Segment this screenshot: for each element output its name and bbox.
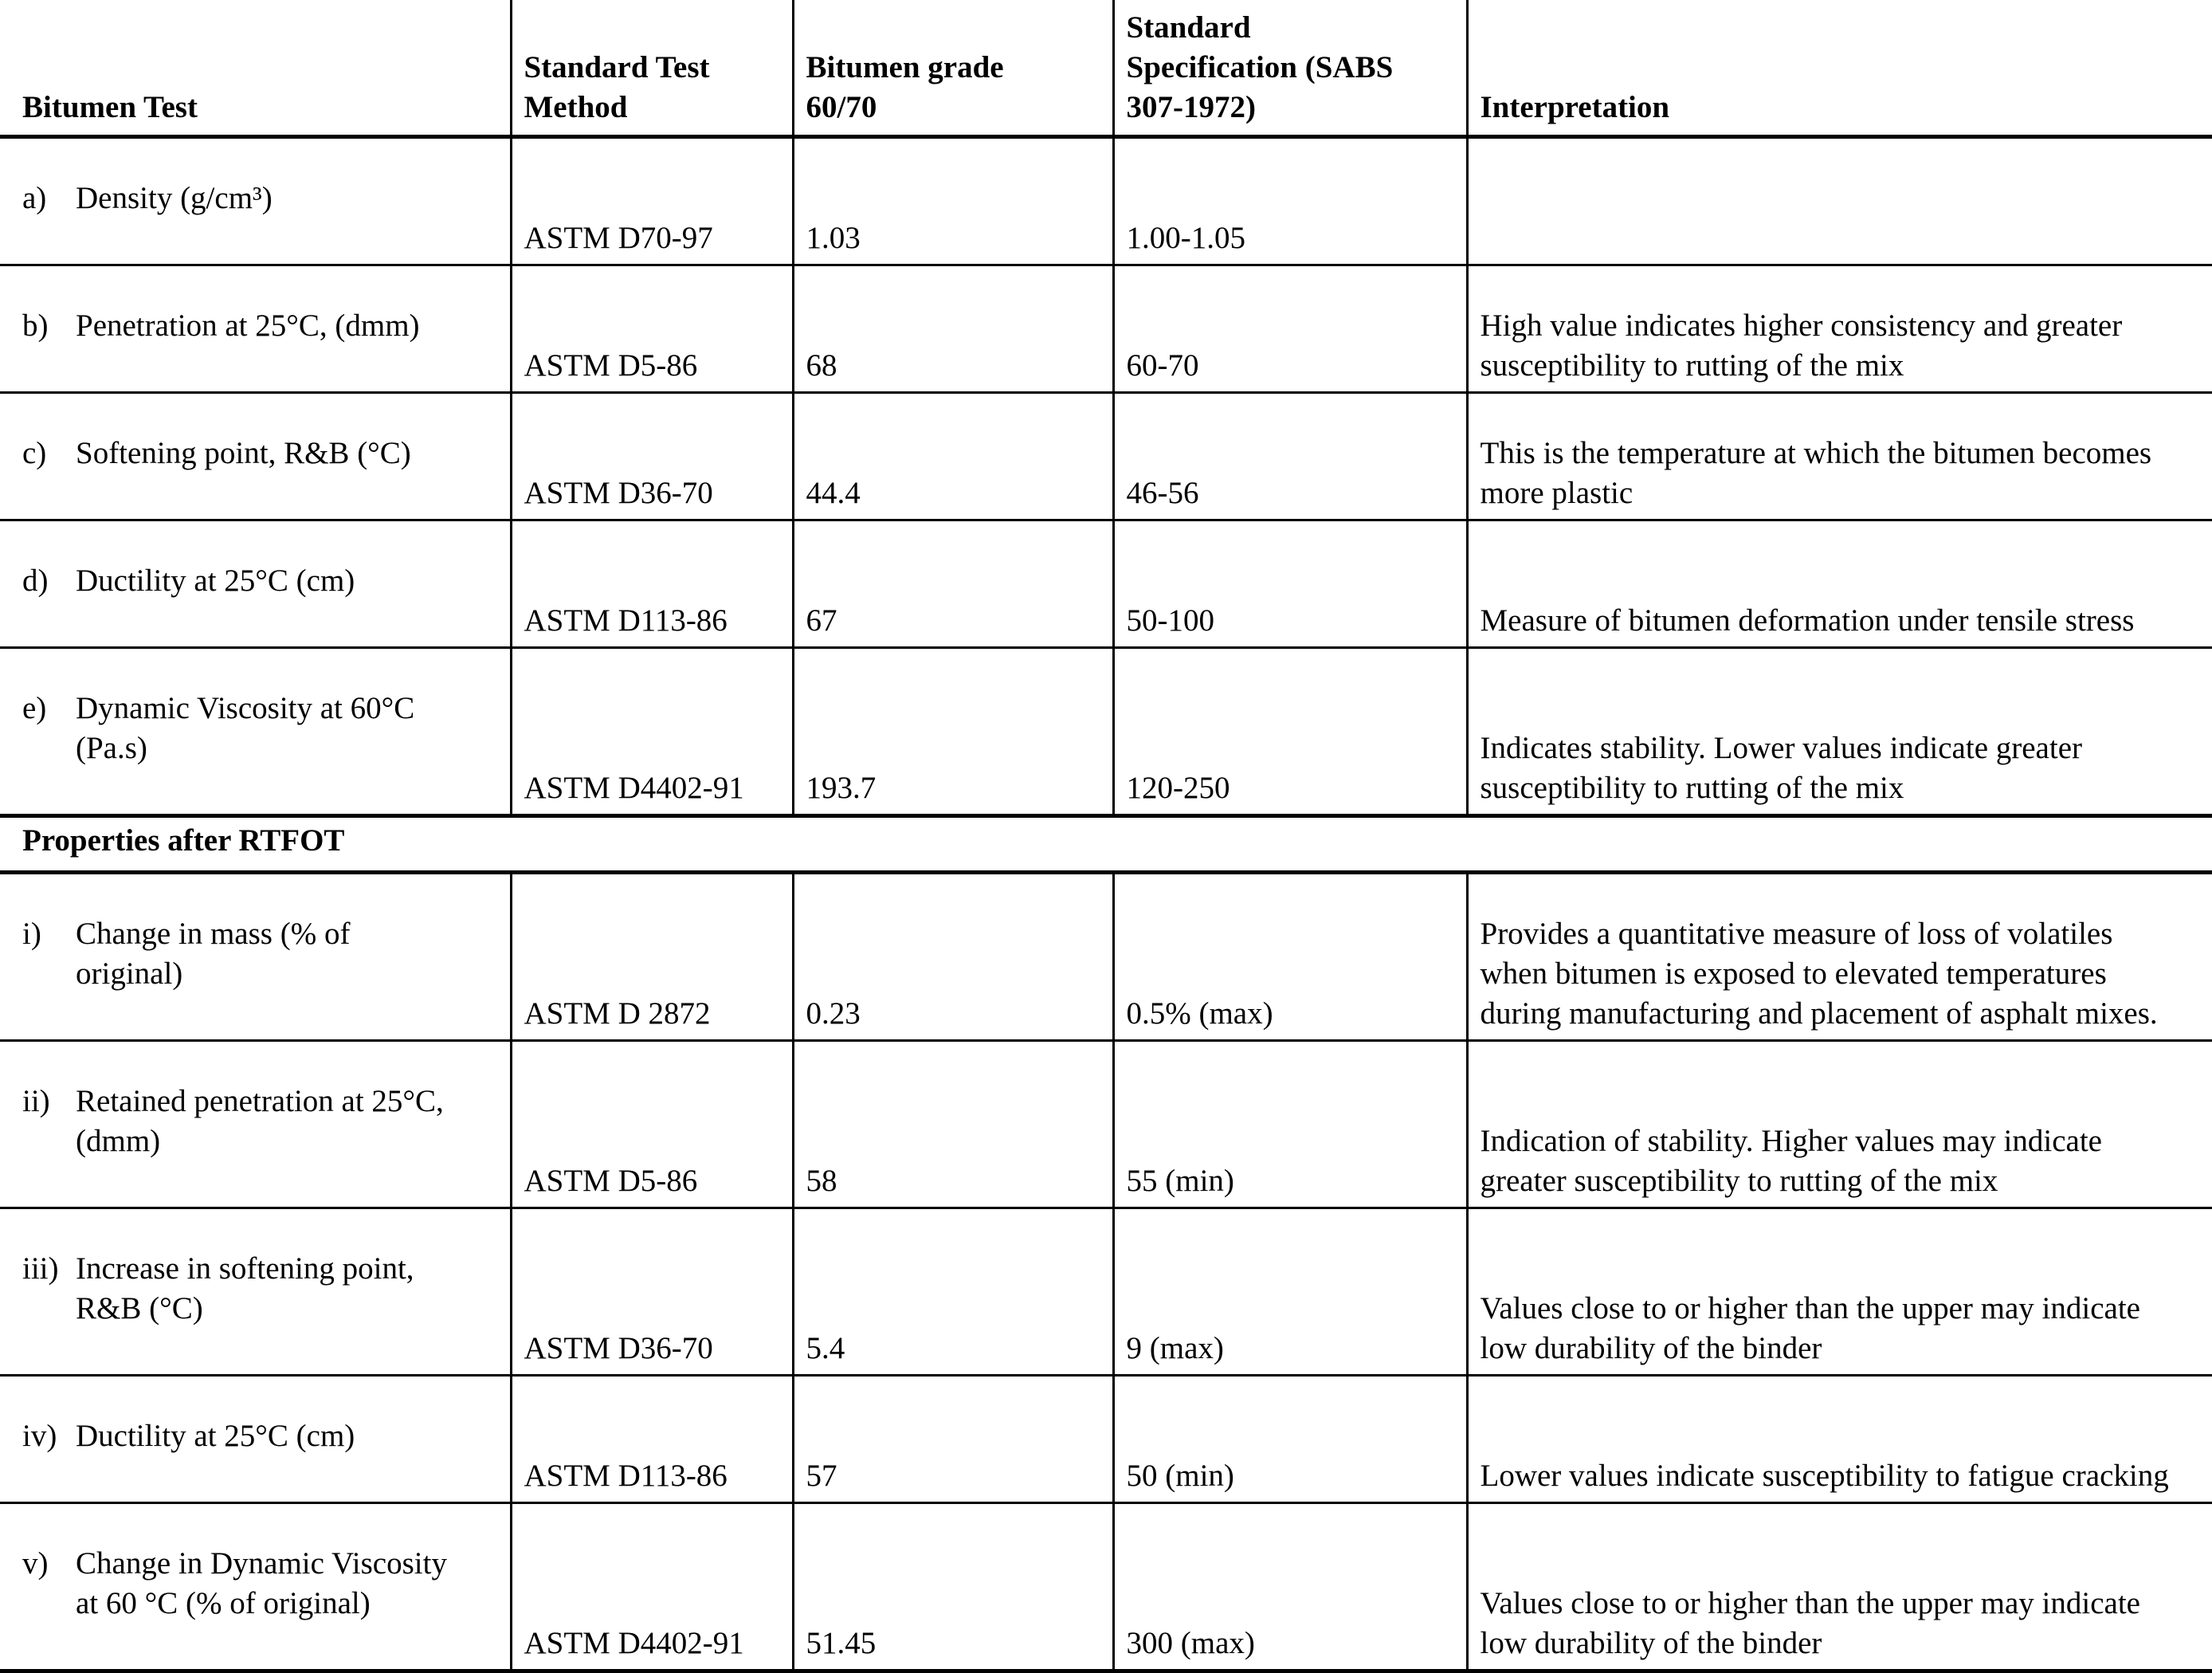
cell-interpretation: High value indicates higher consistency … (1465, 263, 2212, 394)
cell-grade: 5.4 (791, 1206, 1115, 1376)
row-marker: i) (22, 916, 41, 951)
cell-test: iii) Increase in softening point, R&B (°C… (0, 1206, 512, 1376)
cell-test: iv) Ductility at 25°C (cm) (0, 1373, 512, 1504)
cell-interpretation: This is the temperature at which the bit… (1465, 391, 2212, 521)
test-label: Softening point, R&B (°C) (76, 435, 411, 470)
cell-spec: 60-70 (1112, 263, 1469, 394)
row-marker: iv) (22, 1418, 57, 1453)
cell-test: c) Softening point, R&B (°C) (0, 391, 512, 521)
table-row-density: a) Density (g/cm³) ASTM D70-97 1.03 1.00-… (0, 135, 2212, 266)
cell-interpretation: Measure of bitumen deformation under ten… (1465, 518, 2212, 649)
cell-interpretation (1465, 135, 2212, 266)
test-label: Increase in softening point, R&B (°C) (76, 1251, 414, 1325)
test-label: Penetration at 25°C, (dmm) (76, 308, 420, 343)
table-row-retained-penetration: ii) Retained penetration at 25°C, (dmm) A… (0, 1039, 2212, 1209)
col-header-bitumen-test: Bitumen Test (0, 0, 512, 139)
cell-method: ASTM D4402-91 (509, 646, 794, 818)
cell-grade: 58 (791, 1039, 1115, 1209)
cell-test: i) Change in mass (% of original) (0, 870, 512, 1042)
cell-grade: 0.23 (791, 870, 1115, 1042)
row-marker: c) (22, 435, 47, 470)
table-row-penetration: b) Penetration at 25°C, (dmm) ASTM D5-86 … (0, 263, 2212, 394)
cell-test: ii) Retained penetration at 25°C, (dmm) (0, 1039, 512, 1209)
row-marker: iii) (22, 1251, 59, 1286)
table-row-change-dynamic-viscosity: v) Change in Dynamic Viscosity at 60 °C (… (0, 1501, 2212, 1673)
test-label: Ductility at 25°C (cm) (76, 1418, 355, 1453)
cell-spec: 46-56 (1112, 391, 1469, 521)
cell-interpretation: Provides a quantitative measure of loss … (1465, 870, 2212, 1042)
table-row-dynamic-viscosity: e) Dynamic Viscosity at 60°C (Pa.s) ASTM … (0, 646, 2212, 818)
table-row-ductility: d) Ductility at 25°C (cm) ASTM D113-86 67… (0, 518, 2212, 649)
section-header-row: Properties after RTFOT (0, 814, 2212, 874)
cell-test: d) Ductility at 25°C (cm) (0, 518, 512, 649)
table-row-softening-point: c) Softening point, R&B (°C) ASTM D36-70 … (0, 391, 2212, 521)
cell-grade: 193.7 (791, 646, 1115, 818)
cell-method: ASTM D 2872 (509, 870, 794, 1042)
test-label: Ductility at 25°C (cm) (76, 563, 355, 598)
test-label: Dynamic Viscosity at 60°C (Pa.s) (76, 690, 415, 765)
cell-method: ASTM D4402-91 (509, 1501, 794, 1673)
cell-spec: 1.00-1.05 (1112, 135, 1469, 266)
cell-interpretation: Values close to or higher than the upper… (1465, 1206, 2212, 1376)
cell-method: ASTM D5-86 (509, 263, 794, 394)
row-marker: d) (22, 563, 49, 598)
cell-method: ASTM D5-86 (509, 1039, 794, 1209)
cell-grade: 44.4 (791, 391, 1115, 521)
test-label: Change in Dynamic Viscosity at 60 °C (% … (76, 1545, 447, 1620)
cell-grade: 67 (791, 518, 1115, 649)
cell-spec: 50-100 (1112, 518, 1469, 649)
test-label: Change in mass (% of original) (76, 916, 351, 991)
cell-spec: 50 (min) (1112, 1373, 1469, 1504)
cell-spec: 0.5% (max) (1112, 870, 1469, 1042)
row-marker: a) (22, 180, 47, 215)
col-header-standard-test-method: Standard Test Method (509, 0, 794, 139)
cell-test: b) Penetration at 25°C, (dmm) (0, 263, 512, 394)
cell-spec: 9 (max) (1112, 1206, 1469, 1376)
cell-test: e) Dynamic Viscosity at 60°C (Pa.s) (0, 646, 512, 818)
cell-method: ASTM D70-97 (509, 135, 794, 266)
cell-method: ASTM D113-86 (509, 1373, 794, 1504)
cell-test: v) Change in Dynamic Viscosity at 60 °C (… (0, 1501, 512, 1673)
cell-spec: 55 (min) (1112, 1039, 1469, 1209)
section-header-properties-after-rtfot: Properties after RTFOT (0, 814, 2212, 874)
cell-method: ASTM D113-86 (509, 518, 794, 649)
cell-spec: 300 (max) (1112, 1501, 1469, 1673)
test-label: Retained penetration at 25°C, (dmm) (76, 1083, 444, 1158)
col-header-interpretation: Interpretation (1465, 0, 2212, 139)
row-marker: b) (22, 308, 49, 343)
cell-interpretation: Lower values indicate susceptibility to … (1465, 1373, 2212, 1504)
cell-spec: 120-250 (1112, 646, 1469, 818)
cell-interpretation: Indication of stability. Higher values m… (1465, 1039, 2212, 1209)
cell-grade: 1.03 (791, 135, 1115, 266)
col-header-bitumen-grade: Bitumen grade 60/70 (791, 0, 1115, 139)
row-marker: v) (22, 1545, 49, 1581)
table-row-change-in-mass: i) Change in mass (% of original) ASTM D … (0, 870, 2212, 1042)
cell-interpretation: Indicates stability. Lower values indica… (1465, 646, 2212, 818)
test-label: Density (g/cm³) (76, 180, 273, 215)
cell-interpretation: Values close to or higher than the upper… (1465, 1501, 2212, 1673)
cell-method: ASTM D36-70 (509, 1206, 794, 1376)
table-row-ductility-after-rtfot: iv) Ductility at 25°C (cm) ASTM D113-86 5… (0, 1373, 2212, 1504)
cell-grade: 68 (791, 263, 1115, 394)
cell-grade: 51.45 (791, 1501, 1115, 1673)
header-row: Bitumen Test Standard Test Method Bitume… (0, 0, 2212, 139)
table-row-increase-softening-point: iii) Increase in softening point, R&B (°C… (0, 1206, 2212, 1376)
cell-grade: 57 (791, 1373, 1115, 1504)
cell-method: ASTM D36-70 (509, 391, 794, 521)
row-marker: e) (22, 690, 47, 725)
col-header-standard-specification: Standard Specification (SABS 307-1972) (1112, 0, 1469, 139)
cell-test: a) Density (g/cm³) (0, 135, 512, 266)
row-marker: ii) (22, 1083, 50, 1118)
